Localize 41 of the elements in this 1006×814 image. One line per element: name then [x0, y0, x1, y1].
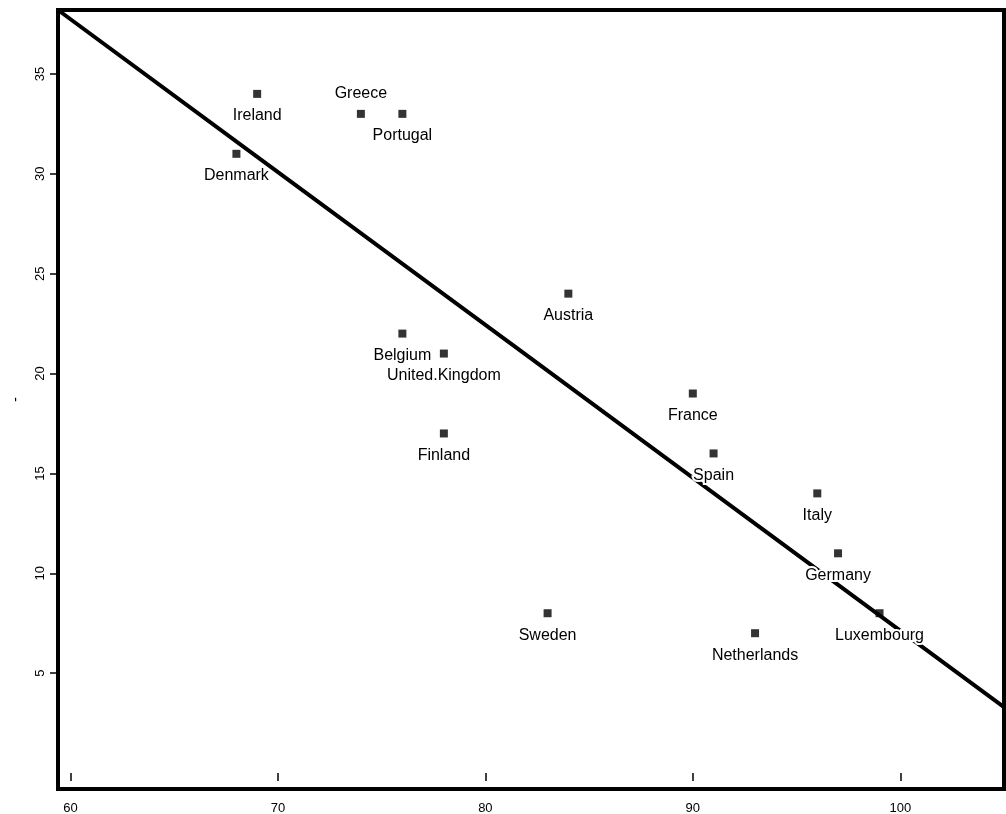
point — [751, 629, 760, 638]
point — [439, 349, 448, 358]
annotation: United.Kingdom — [386, 366, 501, 384]
point — [439, 429, 448, 438]
point — [398, 109, 407, 118]
y-tick-label: 5 — [32, 669, 47, 677]
y-tick-label: 25 — [32, 266, 47, 281]
point — [356, 109, 365, 118]
point — [709, 449, 718, 458]
y-tick-label: 35 — [32, 66, 47, 82]
annotation: Sweden — [518, 625, 577, 643]
annotation: Austria — [543, 306, 594, 324]
point — [834, 549, 843, 558]
annotation: Portugal — [372, 126, 433, 144]
point — [688, 389, 697, 398]
y-axis-title: - — [7, 396, 23, 402]
annotation: Ireland — [232, 106, 282, 124]
annotation: Denmark — [203, 166, 270, 184]
point — [253, 89, 262, 98]
point — [398, 329, 407, 338]
x-tick-label: 80 — [478, 800, 493, 814]
y-tick-label: 15 — [32, 466, 47, 481]
y-tick-label: 10 — [32, 566, 47, 581]
annotation: Finland — [417, 445, 471, 463]
x-tick-label: 90 — [685, 800, 701, 814]
annotation: France — [667, 406, 718, 424]
annotation: Greece — [334, 84, 388, 102]
annotation: Netherlands — [711, 645, 799, 663]
annotation: Belgium — [373, 346, 432, 364]
point — [813, 489, 822, 498]
point — [232, 149, 241, 158]
point — [543, 609, 552, 618]
y-tick-label: 30 — [32, 166, 47, 182]
x-tick-label: 70 — [270, 800, 286, 814]
point — [564, 289, 573, 298]
point — [875, 609, 884, 618]
x-tick-label: 60 — [63, 800, 78, 814]
y-tick-label: 20 — [32, 366, 47, 381]
annotation: Spain — [693, 465, 735, 483]
annotation: Italy — [802, 505, 832, 523]
x-tick-label: 100 — [889, 800, 912, 814]
